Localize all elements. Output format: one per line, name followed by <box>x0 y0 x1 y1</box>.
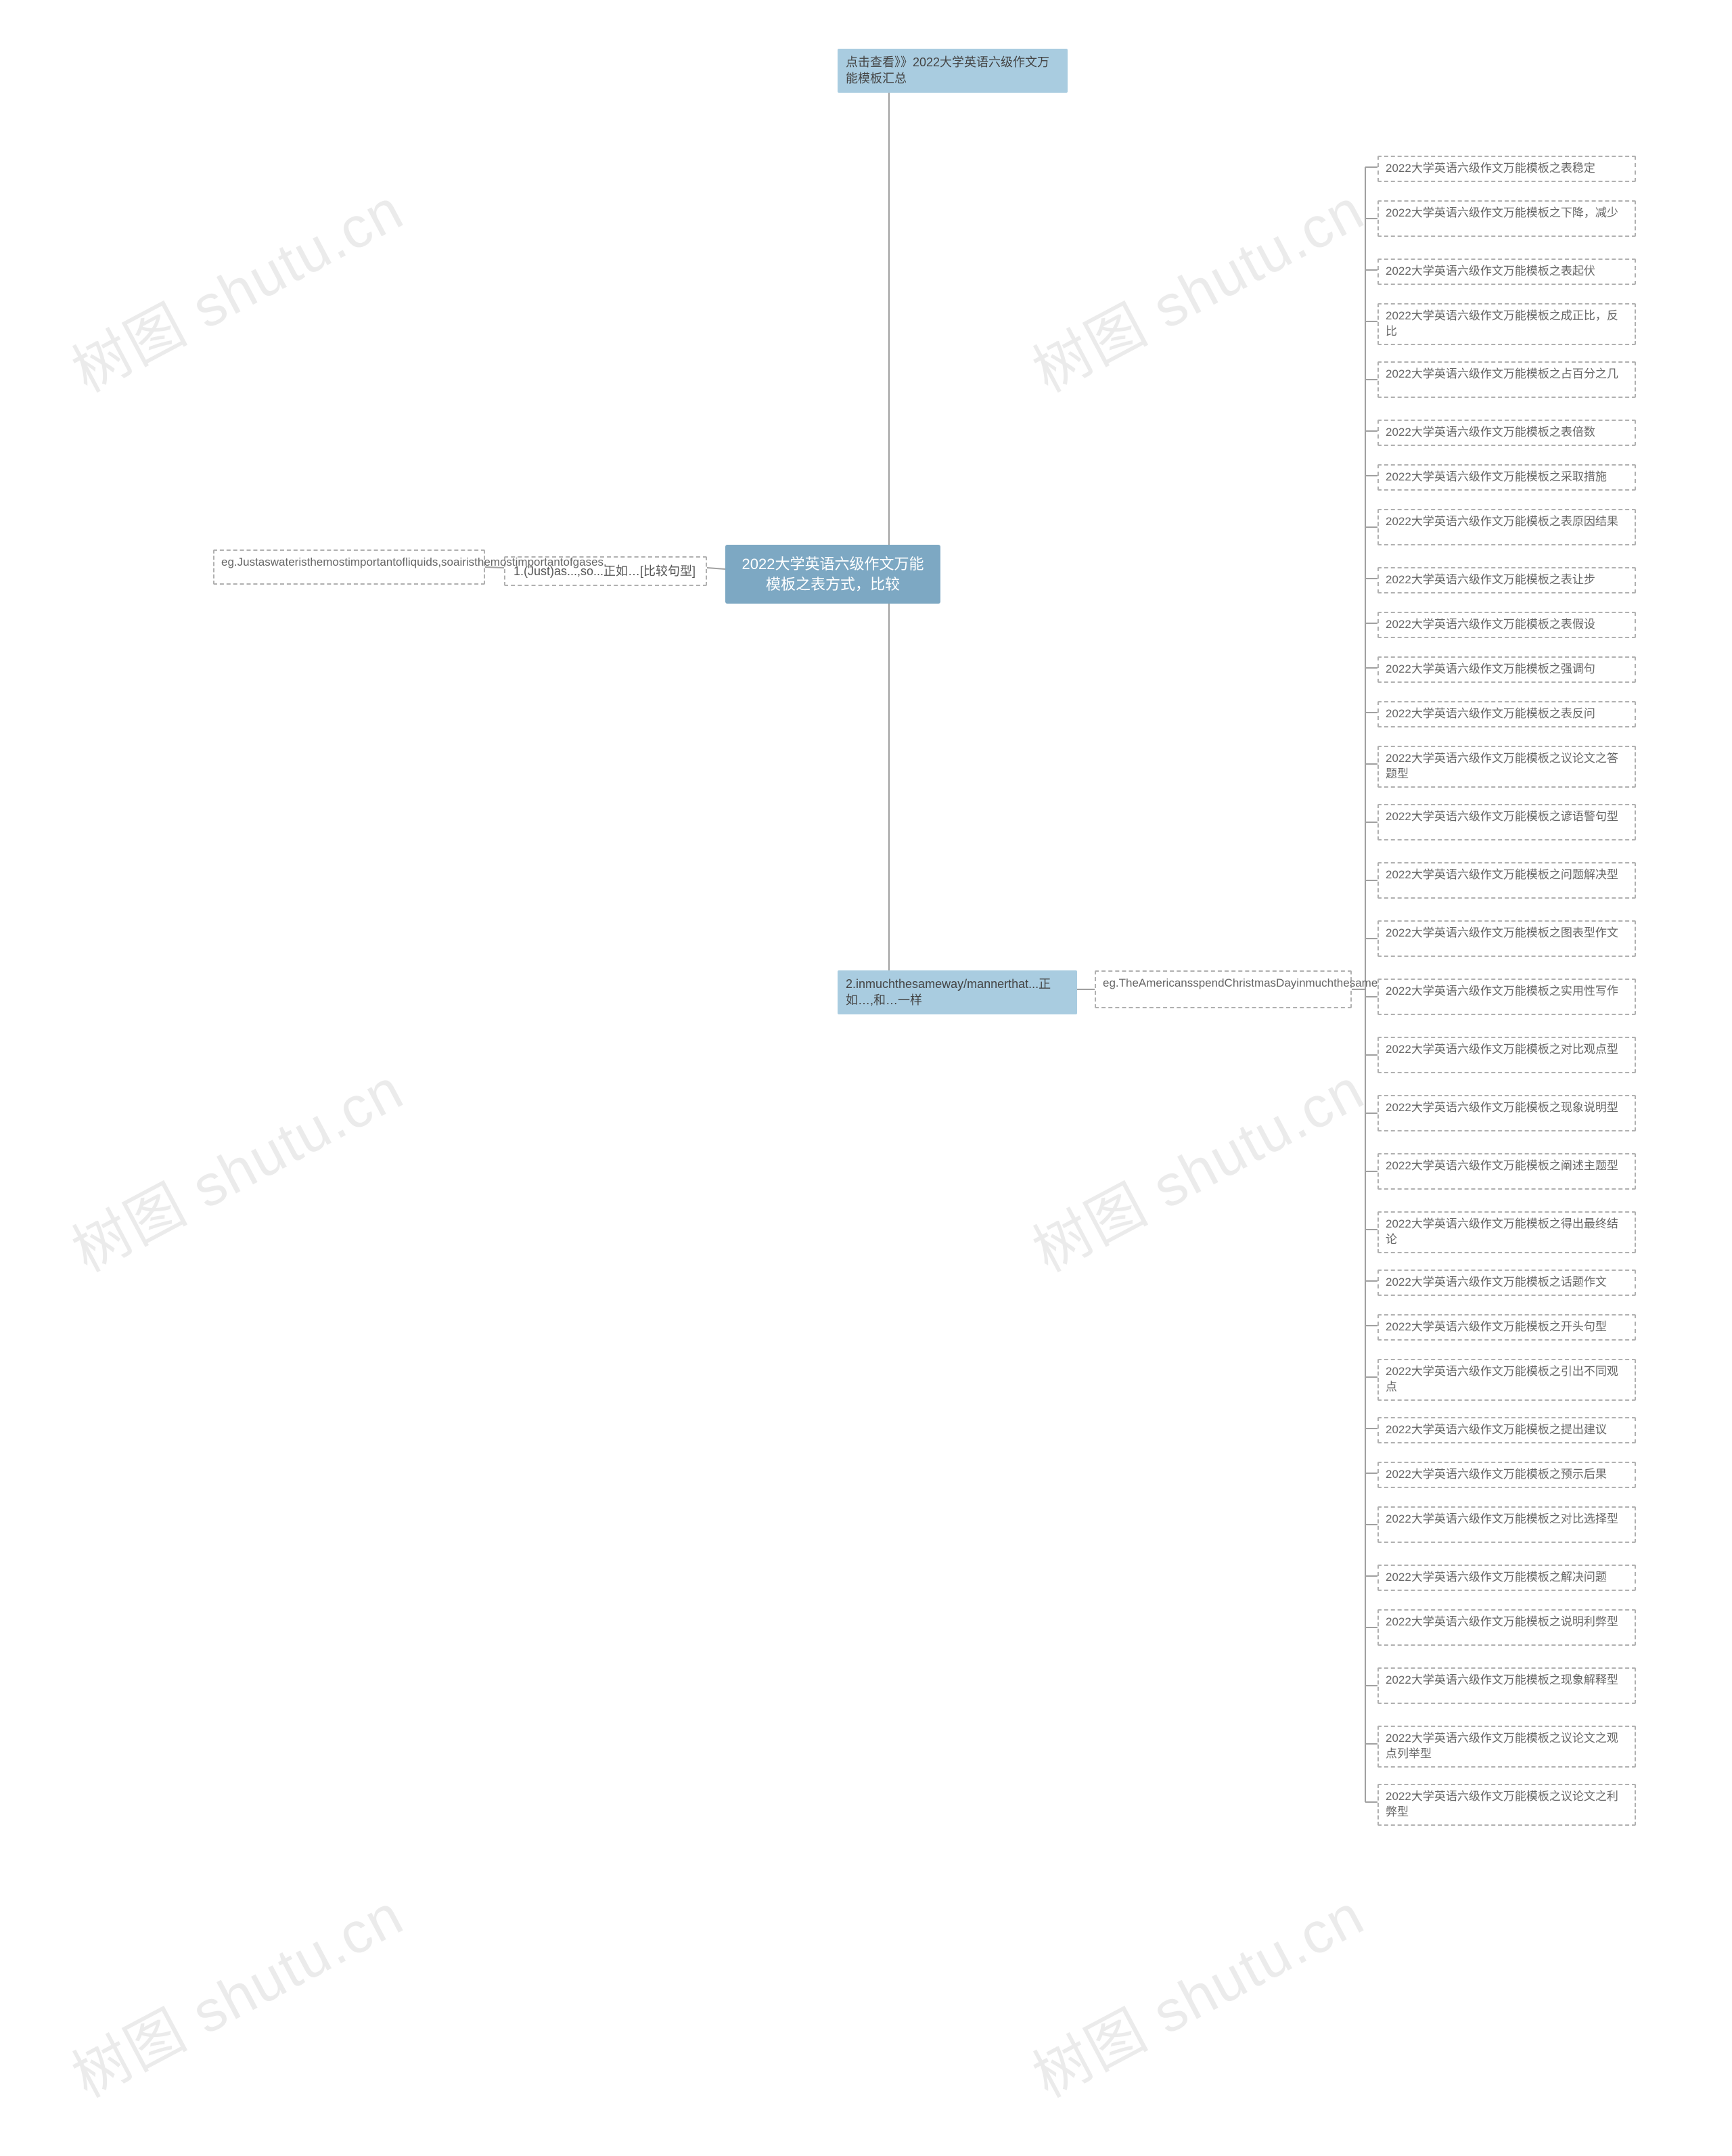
branch-top[interactable]: 点击查看》》2022大学英语六级作文万能模板汇总 <box>838 49 1068 93</box>
right-leaf-label: 2022大学英语六级作文万能模板之表起伏 <box>1386 265 1595 277</box>
right-leaf-label: 2022大学英语六级作文万能模板之提出建议 <box>1386 1423 1607 1436</box>
right-leaf[interactable]: 2022大学英语六级作文万能模板之表起伏 <box>1377 259 1636 285</box>
right-leaf-label: 2022大学英语六级作文万能模板之说明利弊型 <box>1386 1615 1618 1628</box>
right-leaf-label: 2022大学英语六级作文万能模板之现象解释型 <box>1386 1674 1618 1686</box>
right-leaf[interactable]: 2022大学英语六级作文万能模板之表反问 <box>1377 701 1636 727</box>
right-leaf[interactable]: 2022大学英语六级作文万能模板之对比观点型 <box>1377 1037 1636 1073</box>
right-leaf-label: 2022大学英语六级作文万能模板之表假设 <box>1386 618 1595 631</box>
right-leaf[interactable]: 2022大学英语六级作文万能模板之成正比，反比 <box>1377 303 1636 345</box>
watermark: 树图 shutu.cn <box>55 1043 415 1288</box>
right-leaf[interactable]: 2022大学英语六级作文万能模板之说明利弊型 <box>1377 1609 1636 1646</box>
root-node: 2022大学英语六级作文万能模板之表方式，比较 <box>725 545 940 604</box>
root-label: 2022大学英语六级作文万能模板之表方式，比较 <box>742 556 924 593</box>
branch-mid-label: 2.inmuchthesameway/mannerthat...正如…,和…一样 <box>846 977 1051 1007</box>
right-leaf[interactable]: 2022大学英语六级作文万能模板之表让步 <box>1377 567 1636 593</box>
right-leaf[interactable]: 2022大学英语六级作文万能模板之强调句 <box>1377 656 1636 683</box>
right-leaf-label: 2022大学英语六级作文万能模板之议论文之利弊型 <box>1386 1790 1618 1818</box>
right-leaf[interactable]: 2022大学英语六级作文万能模板之表倍数 <box>1377 420 1636 446</box>
right-leaf[interactable]: 2022大学英语六级作文万能模板之得出最终结论 <box>1377 1211 1636 1253</box>
watermark: 树图 shutu.cn <box>1016 164 1376 408</box>
right-leaf-label: 2022大学英语六级作文万能模板之谚语警句型 <box>1386 810 1618 823</box>
right-leaf-label: 2022大学英语六级作文万能模板之议论文之观点列举型 <box>1386 1732 1618 1760</box>
right-leaf[interactable]: 2022大学英语六级作文万能模板之话题作文 <box>1377 1270 1636 1296</box>
right-leaf-label: 2022大学英语六级作文万能模板之得出最终结论 <box>1386 1217 1618 1246</box>
right-leaf-label: 2022大学英语六级作文万能模板之议论文之答题型 <box>1386 752 1618 780</box>
right-leaf-label: 2022大学英语六级作文万能模板之话题作文 <box>1386 1276 1607 1288</box>
right-leaf-label: 2022大学英语六级作文万能模板之表倍数 <box>1386 426 1595 439</box>
right-leaf[interactable]: 2022大学英语六级作文万能模板之表稳定 <box>1377 156 1636 182</box>
watermark: 树图 shutu.cn <box>1016 1869 1376 2113</box>
right-leaf-label: 2022大学英语六级作文万能模板之成正比，反比 <box>1386 309 1618 338</box>
right-leaf[interactable]: 2022大学英语六级作文万能模板之引出不同观点 <box>1377 1359 1636 1401</box>
right-leaf[interactable]: 2022大学英语六级作文万能模板之开头句型 <box>1377 1314 1636 1341</box>
right-leaf[interactable]: 2022大学英语六级作文万能模板之提出建议 <box>1377 1417 1636 1443</box>
mid-leaf: eg.TheAmericansspendChristmasDayinmuchth… <box>1095 970 1352 1008</box>
right-leaf-label: 2022大学英语六级作文万能模板之阐述主题型 <box>1386 1159 1618 1172</box>
left-leaf-label: eg.Justaswateristhemostimportantofliquid… <box>221 556 607 568</box>
right-leaf-label: 2022大学英语六级作文万能模板之实用性写作 <box>1386 985 1618 997</box>
branch-top-label: 点击查看》》2022大学英语六级作文万能模板汇总 <box>846 55 1049 85</box>
right-leaf[interactable]: 2022大学英语六级作文万能模板之图表型作文 <box>1377 920 1636 957</box>
right-leaf-label: 2022大学英语六级作文万能模板之表让步 <box>1386 573 1595 586</box>
right-leaf-label: 2022大学英语六级作文万能模板之对比观点型 <box>1386 1043 1618 1056</box>
right-leaf[interactable]: 2022大学英语六级作文万能模板之解决问题 <box>1377 1565 1636 1591</box>
right-leaf[interactable]: 2022大学英语六级作文万能模板之议论文之利弊型 <box>1377 1784 1636 1826</box>
right-leaf[interactable]: 2022大学英语六级作文万能模板之表原因结果 <box>1377 509 1636 545</box>
right-leaf-label: 2022大学英语六级作文万能模板之图表型作文 <box>1386 926 1618 939</box>
right-leaf[interactable]: 2022大学英语六级作文万能模板之议论文之答题型 <box>1377 746 1636 788</box>
right-leaf[interactable]: 2022大学英语六级作文万能模板之采取措施 <box>1377 464 1636 491</box>
right-leaf[interactable]: 2022大学英语六级作文万能模板之预示后果 <box>1377 1462 1636 1488</box>
right-leaf-label: 2022大学英语六级作文万能模板之问题解决型 <box>1386 868 1618 881</box>
right-leaf-label: 2022大学英语六级作文万能模板之解决问题 <box>1386 1571 1607 1584</box>
left-leaf: eg.Justaswateristhemostimportantofliquid… <box>213 549 485 585</box>
right-leaf[interactable]: 2022大学英语六级作文万能模板之对比选择型 <box>1377 1506 1636 1543</box>
right-leaf[interactable]: 2022大学英语六级作文万能模板之占百分之几 <box>1377 361 1636 398</box>
right-leaf-label: 2022大学英语六级作文万能模板之强调句 <box>1386 662 1595 675</box>
watermark: 树图 shutu.cn <box>1016 1043 1376 1288</box>
right-leaf[interactable]: 2022大学英语六级作文万能模板之问题解决型 <box>1377 862 1636 899</box>
right-leaf-label: 2022大学英语六级作文万能模板之下降，减少 <box>1386 206 1618 219</box>
branch-mid: 2.inmuchthesameway/mannerthat...正如…,和…一样 <box>838 970 1077 1014</box>
right-leaf-label: 2022大学英语六级作文万能模板之采取措施 <box>1386 470 1607 483</box>
watermark: 树图 shutu.cn <box>55 1869 415 2113</box>
right-leaf-label: 2022大学英语六级作文万能模板之占百分之几 <box>1386 367 1618 380</box>
right-leaf[interactable]: 2022大学英语六级作文万能模板之表假设 <box>1377 612 1636 638</box>
right-leaf[interactable]: 2022大学英语六级作文万能模板之谚语警句型 <box>1377 804 1636 840</box>
right-leaf-label: 2022大学英语六级作文万能模板之对比选择型 <box>1386 1512 1618 1525</box>
right-leaf-label: 2022大学英语六级作文万能模板之预示后果 <box>1386 1468 1607 1481</box>
right-leaf-label: 2022大学英语六级作文万能模板之表反问 <box>1386 707 1595 720</box>
right-leaf-label: 2022大学英语六级作文万能模板之表稳定 <box>1386 162 1595 175</box>
right-leaf[interactable]: 2022大学英语六级作文万能模板之议论文之观点列举型 <box>1377 1726 1636 1768</box>
right-leaf-label: 2022大学英语六级作文万能模板之开头句型 <box>1386 1320 1607 1333</box>
watermark: 树图 shutu.cn <box>55 164 415 408</box>
right-leaf[interactable]: 2022大学英语六级作文万能模板之下降，减少 <box>1377 200 1636 237</box>
right-leaf-label: 2022大学英语六级作文万能模板之现象说明型 <box>1386 1101 1618 1114</box>
right-leaf-label: 2022大学英语六级作文万能模板之表原因结果 <box>1386 515 1618 528</box>
right-leaf[interactable]: 2022大学英语六级作文万能模板之现象解释型 <box>1377 1667 1636 1704</box>
right-leaf-label: 2022大学英语六级作文万能模板之引出不同观点 <box>1386 1365 1618 1393</box>
right-leaf[interactable]: 2022大学英语六级作文万能模板之阐述主题型 <box>1377 1153 1636 1190</box>
right-leaf[interactable]: 2022大学英语六级作文万能模板之实用性写作 <box>1377 979 1636 1015</box>
right-leaf[interactable]: 2022大学英语六级作文万能模板之现象说明型 <box>1377 1095 1636 1131</box>
